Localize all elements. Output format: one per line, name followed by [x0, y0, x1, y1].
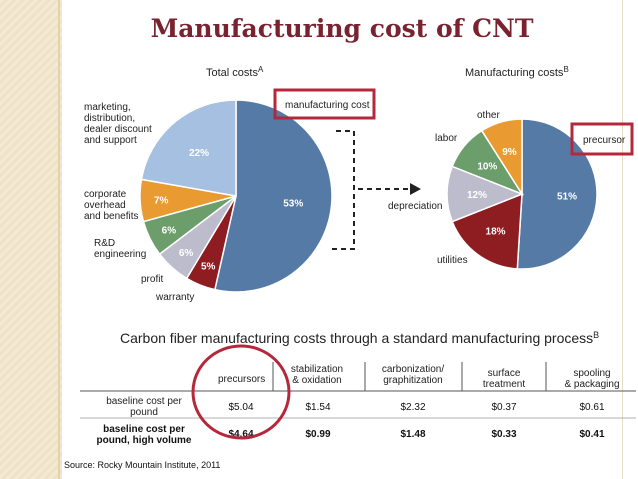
row-label-baseline: baseline cost per pound [106, 396, 182, 418]
pie-b: 51% 18% 12% 10% 9% [446, 118, 598, 270]
label-precursor: precursor [583, 135, 626, 146]
pie-a-title: Total costsA [206, 65, 264, 79]
col-header-surface: surface treatment [483, 368, 525, 390]
decorative-divider-right [622, 0, 623, 479]
label-utilities: utilities [437, 255, 468, 266]
dashed-connector [332, 130, 355, 250]
table-cell-r0-c3: $0.37 [491, 402, 516, 413]
col-header-spooling: spooling & packaging [564, 368, 619, 390]
pie-a-slice-label-warranty: 5% [201, 262, 216, 273]
pie-b-slice-other [480, 118, 523, 197]
arrow-head [410, 183, 421, 195]
source-note: Source: Rocky Mountain Institute, 2011 [64, 460, 221, 470]
highlight-circle-precursors [191, 344, 291, 440]
pie-b-slice-precursor [516, 118, 598, 270]
decorative-divider [58, 0, 60, 479]
pie-a-slice-manufacturing-cost [213, 99, 333, 293]
table-cell-r1-c3: $0.33 [491, 429, 516, 440]
label-depreciation: depreciation [388, 201, 442, 212]
pie-b-slice-label-utilities: 18% [486, 226, 506, 237]
table-cell-r1-c2: $1.48 [400, 429, 425, 440]
table-cell-r0-c0: $5.04 [228, 402, 253, 413]
row-label-high-volume: baseline cost per pound, high volume [97, 424, 192, 446]
highlight-box-manufacturing [273, 88, 376, 120]
table-cell-r0-c4: $0.61 [579, 402, 604, 413]
pie-a-slice-label-corporate-overhead-and-benefits: 7% [154, 196, 169, 207]
label-marketing: marketing, distribution, dealer discount an… [84, 102, 152, 146]
label-warranty: warranty [155, 292, 194, 303]
slide-title: Manufacturing cost of CNT [150, 14, 534, 43]
pie-b-slice-label-depreciation: 12% [467, 190, 487, 201]
label-labor: labor [435, 133, 458, 144]
pie-a-slice-label-marketing-distribution-dealer-discount-and-support: 22% [189, 148, 209, 159]
pie-b-slice-label-precursor: 51% [557, 191, 577, 202]
label-rnd: R&D engineering [94, 238, 146, 260]
label-corporate: corporate overhead and benefits [84, 189, 139, 222]
col-header-carbonization: carbonization/graphitization [382, 364, 444, 386]
pie-a-slice-marketing-distribution-dealer-discount-and-support [140, 99, 237, 197]
pie-a-slice-label-profit: 6% [179, 248, 194, 259]
table-cells: $5.04 $1.54 $2.32 $0.37 $0.61 $4.64 $0.99 $1.48… [228, 402, 604, 440]
highlight-box-precursor [570, 122, 634, 156]
label-manufacturing-cost: manufacturing cost [285, 100, 370, 111]
table-cell-r1-c0: $4.64 [228, 429, 253, 440]
pie-a-slice-label-r-d-engineering: 6% [162, 225, 177, 236]
table-cell-r1-c1: $0.99 [305, 429, 330, 440]
pie-b-slice-utilities [451, 192, 523, 270]
pie-b-title: Manufacturing costsB [465, 65, 569, 79]
pie-b-slice-label-other: 9% [502, 147, 517, 158]
table-title: Carbon fiber manufacturing costs through… [120, 330, 599, 346]
table-cell-r0-c2: $2.32 [400, 402, 425, 413]
col-header-stabilization: stabilization & oxidation [291, 364, 343, 386]
label-other: other [477, 110, 500, 121]
decorative-side-band [0, 0, 62, 479]
pie-a-slice-label-manufacturing-cost: 53% [283, 198, 303, 209]
pie-a: 53% 5% 6% 6% 7% 22% [139, 99, 333, 293]
table-cell-r0-c1: $1.54 [305, 402, 330, 413]
col-header-precursors: precursors [218, 374, 265, 385]
label-profit: profit [141, 274, 163, 285]
table-cell-r1-c4: $0.41 [579, 429, 604, 440]
pie-b-slice-label-labor: 10% [477, 161, 497, 172]
